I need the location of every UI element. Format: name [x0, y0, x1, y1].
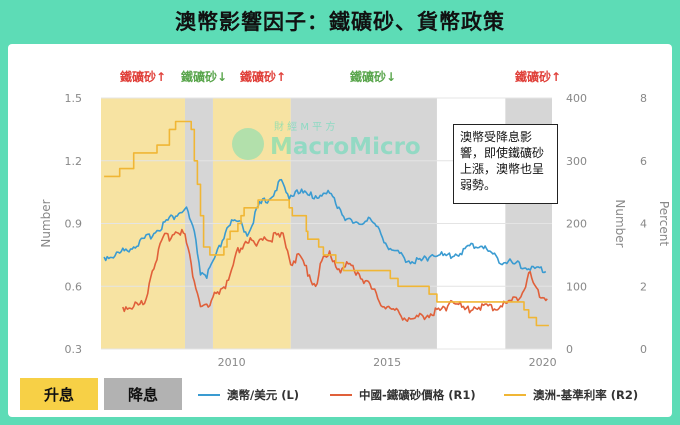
annotation-0: 鐵礦砂↑: [120, 69, 166, 84]
annotation-3: 鐵礦砂↓: [350, 69, 396, 84]
y-left-title: Number: [39, 199, 53, 247]
watermark-logo-icon: [232, 128, 264, 160]
y-left-tick-1: 0.6: [65, 280, 83, 293]
legend-label-aud: 澳幣/美元 (L): [227, 388, 300, 402]
y-left-tick-3: 1.2: [65, 155, 83, 168]
y-left-tick-4: 1.5: [65, 92, 83, 105]
series-line-1: [122, 228, 548, 323]
page-title: 澳幣影響因子：鐵礦砂、貨幣政策: [175, 10, 505, 34]
watermark-sub: 財 經 M 平 方: [274, 120, 335, 133]
legend-swatch-iron: [330, 393, 352, 397]
series-line-0: [103, 178, 547, 279]
y-right2-title: Percent: [657, 201, 671, 246]
legend-item-iron[interactable]: 中國-鐵礦砂價格 (R1): [330, 387, 476, 403]
y-right1-tick-4: 400: [566, 92, 587, 105]
legend-cut-box: 降息: [104, 378, 182, 410]
y-right1-tick-1: 100: [566, 280, 587, 293]
y-left-tick-0: 0.3: [65, 343, 83, 356]
y-right1-title: Number: [613, 199, 627, 247]
axes-layer: 0.3 0.6 0.9 1.2 1.5 0 100 200 300 400 0 2 4 6 8 2010 201…: [39, 92, 671, 369]
y-right1-tick-3: 300: [566, 155, 587, 168]
watermark-main: MacroMicro: [270, 134, 421, 160]
legend-item-aud[interactable]: 澳幣/美元 (L): [198, 387, 299, 403]
y-right2-tick-0: 0: [640, 343, 647, 356]
y-left-tick-2: 0.9: [65, 218, 83, 231]
y-right2-tick-1: 2: [640, 280, 647, 293]
annotation-4: 鐵礦砂↑: [515, 69, 561, 84]
series-line-2: [104, 120, 549, 327]
x-tick-2: 2020: [529, 356, 557, 369]
y-right1-tick-2: 200: [566, 218, 587, 231]
legend-swatch-rate: [504, 393, 526, 397]
note-text: 澳幣受降息影響，即使鐵礦砂上漲，澳幣也呈弱勢。: [460, 130, 545, 192]
annotation-2: 鐵礦砂↑: [240, 69, 286, 84]
annotations: 鐵礦砂↑ 鐵礦砂↓ 鐵礦砂↑ 鐵礦砂↓ 鐵礦砂↑: [120, 69, 561, 84]
y-right1-tick-0: 0: [566, 343, 573, 356]
x-tick-0: 2010: [218, 356, 246, 369]
title-bar: 澳幣影響因子：鐵礦砂、貨幣政策: [0, 0, 680, 42]
x-tick-1: 2015: [373, 356, 401, 369]
note-box: 澳幣受降息影響，即使鐵礦砂上漲，澳幣也呈弱勢。: [453, 124, 558, 204]
legend-label-iron: 中國-鐵礦砂價格 (R1): [359, 388, 476, 402]
legend-cut-label: 降息: [127, 385, 158, 404]
chart-panel: MacroMicro 財 經 M 平 方 0.3 0.6 0.9 1.2 1.5 0 100 2…: [8, 44, 672, 417]
y-right2-tick-4: 8: [640, 92, 647, 105]
legend-hike-label: 升息: [43, 385, 74, 404]
legend-item-rate[interactable]: 澳洲-基準利率 (R2): [504, 387, 638, 403]
legend-swatch-aud: [198, 393, 220, 397]
annotation-1: 鐵礦砂↓: [181, 69, 227, 84]
legend-label-rate: 澳洲-基準利率 (R2): [533, 388, 639, 402]
series-layer: [103, 120, 549, 327]
y-right2-tick-2: 4: [640, 218, 647, 231]
y-right2-tick-3: 6: [640, 155, 647, 168]
legend-hike-box: 升息: [20, 378, 98, 410]
